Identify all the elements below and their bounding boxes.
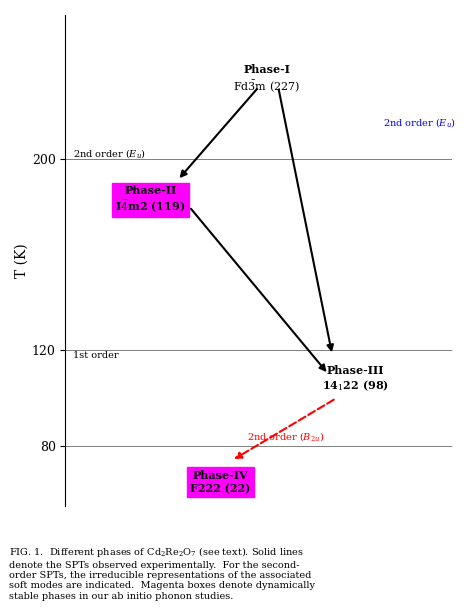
Text: FIG. 1.  Different phases of Cd$_2$Re$_2$O$_7$ (see text). Solid lines
denote th: FIG. 1. Different phases of Cd$_2$Re$_2$… — [9, 545, 316, 601]
Text: 2nd order ($E_u$): 2nd order ($E_u$) — [383, 116, 456, 129]
Text: Phase-IV
F222 (22): Phase-IV F222 (22) — [190, 470, 250, 494]
Text: Fd$\bar{3}$m (227): Fd$\bar{3}$m (227) — [233, 78, 300, 94]
Text: 2nd order ($B_{2u}$): 2nd order ($B_{2u}$) — [247, 430, 325, 443]
Text: 2nd order ($E_u$): 2nd order ($E_u$) — [73, 148, 146, 161]
Text: Phase-I: Phase-I — [243, 64, 290, 75]
Text: Phase-II
I$\bar{4}$m2 (119): Phase-II I$\bar{4}$m2 (119) — [115, 185, 186, 214]
Text: 1st order: 1st order — [73, 351, 119, 360]
Text: Phase-III
14$_1$22 (98): Phase-III 14$_1$22 (98) — [322, 365, 389, 393]
Y-axis label: T (K): T (K) — [15, 243, 29, 278]
